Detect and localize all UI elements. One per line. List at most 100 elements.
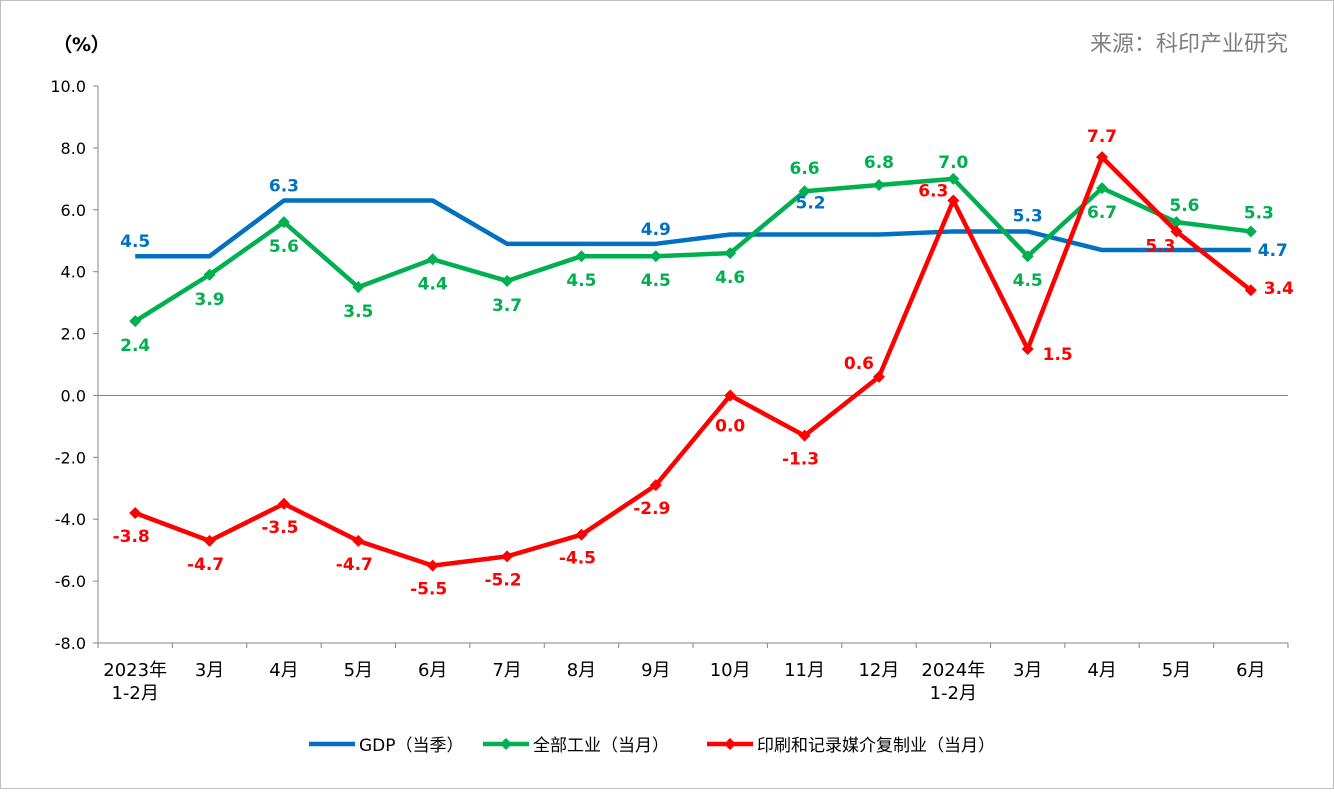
data-label: 5.3 [1013, 206, 1043, 226]
data-label: 0.0 [715, 416, 745, 436]
data-label: 6.3 [918, 181, 948, 201]
data-point [649, 250, 662, 263]
data-label: 6.6 [790, 159, 820, 179]
data-label: -5.2 [484, 570, 521, 590]
data-label: 5.2 [796, 194, 826, 214]
legend-label: 印刷和记录媒介复制业（当月） [757, 736, 995, 756]
legend-item-0: GDP（当季） [309, 736, 464, 756]
data-point [129, 507, 142, 520]
data-point [501, 274, 514, 287]
x-tick-label: 12月 [858, 660, 899, 681]
data-label: 4.4 [418, 274, 448, 294]
data-label: 3.4 [1264, 279, 1294, 299]
data-point [203, 268, 216, 281]
legend-label: 全部工业（当月） [533, 736, 669, 756]
y-tick-label: 2.0 [61, 325, 86, 344]
x-tick-label: 6月 [1236, 660, 1265, 681]
series-line-1 [133, 176, 1252, 324]
data-label: 0.6 [844, 354, 874, 374]
data-point [872, 179, 885, 192]
y-tick-label: 6.0 [61, 201, 86, 220]
data-point [872, 370, 885, 383]
x-tick-label: 4月 [269, 660, 298, 681]
y-tick-label: -6.0 [55, 572, 86, 591]
data-label: 4.9 [641, 220, 671, 240]
data-label: 3.7 [492, 296, 522, 316]
data-label: 7.7 [1087, 127, 1117, 147]
data-point [1096, 151, 1109, 164]
legend-item-1: 全部工业（当月） [483, 736, 669, 756]
data-label: 6.7 [1087, 203, 1117, 223]
data-point [277, 497, 290, 510]
legend-item-2: 印刷和记录媒介复制业（当月） [707, 736, 995, 756]
data-label: -3.8 [113, 527, 150, 547]
x-tick-label: 4月 [1087, 660, 1116, 681]
data-label: -4.7 [336, 555, 373, 575]
data-label: 4.5 [120, 232, 150, 252]
source-note: 来源：科印产业研究 [1090, 32, 1288, 57]
data-label: 6.8 [864, 153, 894, 173]
x-tick-label: 9月 [641, 660, 670, 681]
y-tick-label: 4.0 [61, 263, 86, 282]
y-unit-label: （%） [53, 33, 110, 56]
data-point [1170, 225, 1183, 238]
x-tick-label: 1-2月 [111, 683, 158, 704]
x-tick-label: 6月 [418, 660, 447, 681]
data-point [1170, 216, 1183, 229]
x-tick-label: 11月 [784, 660, 825, 681]
series-line-2 [134, 154, 1253, 568]
data-label: 4.5 [566, 271, 596, 291]
data-point [501, 550, 514, 563]
data-point [1021, 343, 1034, 356]
data-label: 4.6 [715, 268, 745, 288]
legend-marker [500, 738, 512, 750]
data-point [352, 534, 365, 547]
x-tick-label: 10月 [710, 660, 751, 681]
series-line-0 [135, 198, 1251, 259]
data-label: 3.9 [195, 290, 225, 310]
y-tick-label: 10.0 [50, 77, 86, 96]
data-point [947, 194, 960, 207]
y-tick-label: -8.0 [55, 634, 86, 653]
data-point [426, 253, 439, 266]
data-point [798, 185, 811, 198]
data-label: 5.3 [1145, 236, 1175, 256]
data-point [1096, 182, 1109, 195]
data-point [277, 216, 290, 229]
data-label: -1.3 [782, 450, 819, 470]
data-label: -5.5 [410, 580, 447, 600]
data-label: 3.5 [343, 302, 373, 322]
data-point [129, 315, 142, 328]
data-label: 4.5 [641, 271, 671, 291]
x-tick-label: 7月 [492, 660, 521, 681]
data-label: -4.7 [187, 555, 224, 575]
data-label: 5.6 [1169, 196, 1199, 216]
legend-marker [724, 738, 736, 750]
data-point [1244, 225, 1257, 238]
data-point [724, 389, 737, 402]
x-tick-label: 8月 [567, 660, 596, 681]
x-tick-label: 3月 [195, 660, 224, 681]
data-point [426, 559, 439, 572]
y-tick-label: -4.0 [55, 510, 86, 529]
data-label: 6.3 [269, 176, 299, 196]
data-point [649, 479, 662, 492]
data-label: 5.6 [269, 237, 299, 257]
data-label: 1.5 [1043, 345, 1073, 365]
data-label: -3.5 [261, 518, 298, 538]
x-tick-label: 5月 [344, 660, 373, 681]
data-point [1244, 284, 1257, 297]
data-label: 4.7 [1258, 241, 1288, 261]
data-point [575, 528, 588, 541]
x-tick-label: 3月 [1013, 660, 1042, 681]
data-label: 5.3 [1244, 203, 1274, 223]
data-label: 2.4 [120, 336, 150, 356]
x-tick-label: 2023年 [103, 660, 167, 681]
data-label: -2.9 [633, 499, 670, 519]
y-tick-label: -2.0 [55, 448, 86, 467]
data-point [1021, 250, 1034, 263]
x-tick-label: 1-2月 [930, 683, 977, 704]
data-point [203, 534, 216, 547]
